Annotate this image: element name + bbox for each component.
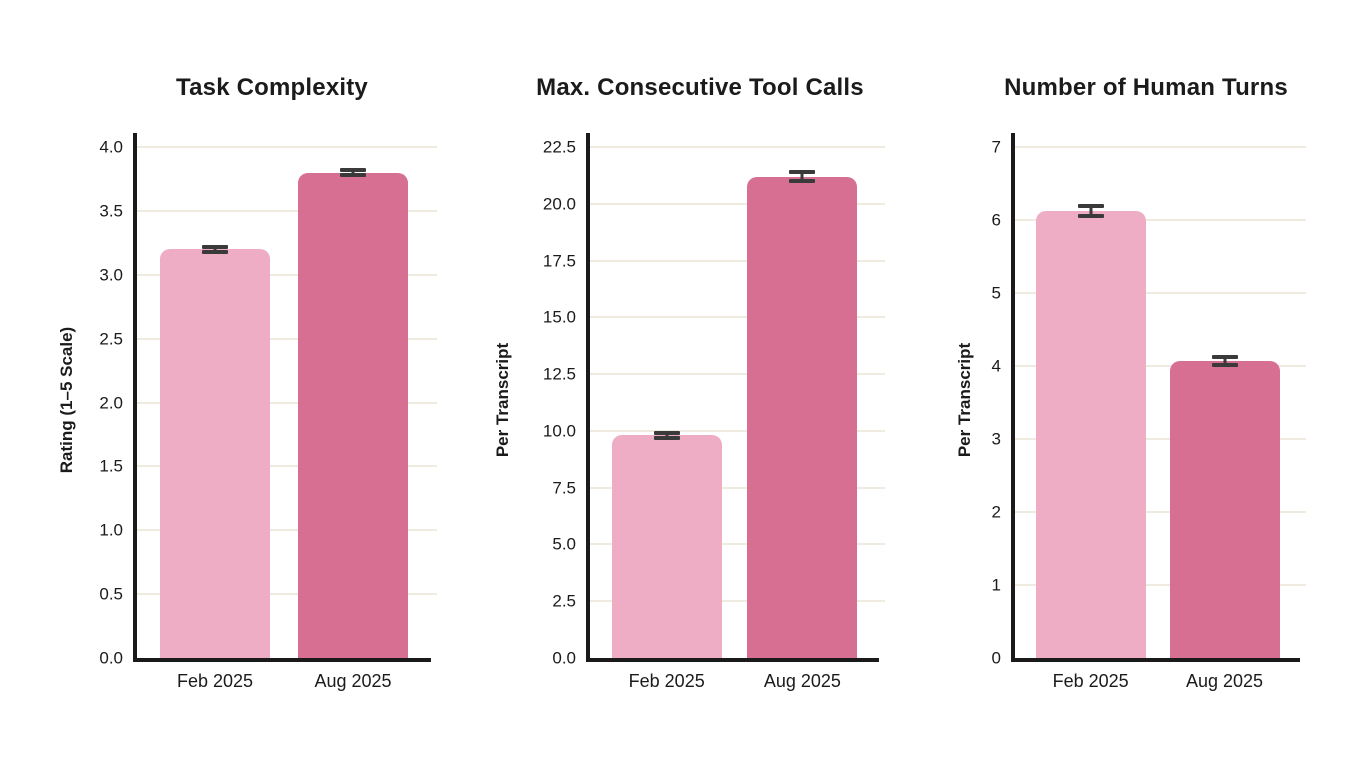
gridline	[1015, 365, 1306, 367]
error-bar-cap	[340, 167, 366, 172]
error-bar-cap	[202, 249, 228, 254]
y-axis-label-rating-scale: Rating (1–5 Scale)	[57, 326, 76, 474]
error-bar-cap	[1211, 354, 1238, 359]
error-bar-cap	[653, 435, 680, 440]
x-tick-label: Aug 2025	[314, 671, 392, 691]
y-tick-label: 6	[991, 210, 1001, 230]
gridline	[590, 429, 885, 432]
bar-aug-2025	[1169, 360, 1280, 658]
chart-title-number-of-human-turns: Number of Human Turns	[1004, 74, 1288, 101]
gridline	[1015, 219, 1306, 221]
y-tick-label: 3.0	[99, 265, 123, 285]
y-tick-label: 7	[991, 137, 1001, 157]
error-bar-cap	[340, 173, 366, 178]
y-tick-label: 2.5	[552, 591, 576, 611]
error-bar	[351, 169, 355, 176]
y-tick-label: 5.0	[552, 534, 576, 554]
gridline	[137, 593, 437, 596]
y-tick-label: 5	[991, 283, 1001, 303]
bar-feb-2025	[160, 249, 270, 658]
x-tick-label: Aug 2025	[1185, 671, 1264, 691]
gridline	[137, 209, 437, 212]
error-bar-cap	[202, 244, 228, 249]
y-tick-label: 2.0	[99, 393, 123, 412]
gridline	[137, 529, 437, 532]
gridline	[1015, 438, 1306, 440]
gridline	[1015, 511, 1306, 513]
y-tick-label: 0.0	[99, 648, 123, 668]
plot-area-number-of-human-turns: 0 1 2 3 4 5 6 7 Feb 2025 Aug 2025	[992, 133, 1306, 691]
gridline	[590, 259, 885, 262]
gridline	[137, 337, 437, 340]
y-tick-label: 1.0	[99, 520, 123, 540]
error-bar-cap	[1077, 204, 1104, 209]
x-tick-label: Feb 2025	[628, 671, 705, 691]
gridline	[590, 600, 885, 603]
plot-area-max-consecutive-tool-calls: 0.0 2.5 5.0 7.5 10.0 12.5 15.0 17.5 20.0 22.5 Feb …	[543, 133, 885, 691]
gridline	[590, 316, 885, 319]
y-tick-label: 0.5	[99, 584, 123, 604]
error-bar-cap	[1077, 214, 1104, 219]
gridline	[590, 202, 885, 205]
bar-feb-2025	[611, 435, 722, 658]
gridline	[1015, 292, 1306, 294]
bar-aug-2025	[298, 172, 408, 658]
error-bar	[1089, 206, 1093, 217]
x-axis-spine	[586, 658, 879, 662]
chart-title-task-complexity: Task Complexity	[176, 74, 368, 101]
gridline	[590, 486, 885, 489]
x-tick-label: Feb 2025	[1052, 671, 1129, 691]
y-tick-label: 4	[991, 356, 1001, 376]
gridline	[137, 401, 437, 404]
y-tick-label: 2.5	[99, 329, 123, 349]
y-tick-label: 2	[991, 502, 1001, 522]
gridline	[590, 543, 885, 546]
x-axis-spine	[1011, 658, 1300, 662]
y-tick-label: 22.5	[542, 137, 576, 157]
error-bar	[800, 171, 804, 182]
bar-feb-2025	[1035, 211, 1146, 658]
gridline	[1015, 584, 1306, 586]
y-tick-label: 1.5	[99, 456, 123, 476]
x-tick-label: Feb 2025	[176, 671, 254, 691]
error-bar-cap	[653, 431, 680, 436]
y-axis-spine	[586, 133, 590, 662]
error-bar	[1223, 356, 1227, 366]
y-tick-label: 15.0	[542, 307, 576, 327]
y-tick-label: 0.0	[552, 648, 576, 668]
error-bar	[665, 433, 669, 438]
gridline	[137, 146, 437, 148]
y-axis-spine	[1011, 133, 1015, 662]
bar-aug-2025	[747, 176, 858, 658]
x-tick-label: Aug 2025	[763, 671, 841, 691]
gridline	[137, 273, 437, 276]
error-bar-cap	[1211, 363, 1238, 368]
x-axis-spine	[133, 658, 431, 662]
error-bar-cap	[789, 169, 816, 174]
y-tick-label: 4.0	[99, 137, 123, 157]
y-axis-spine	[133, 133, 137, 662]
y-axis-label-per-transcript-1: Per Transcript	[493, 342, 512, 458]
y-tick-label: 17.5	[542, 251, 576, 271]
y-tick-label: 0	[991, 648, 1001, 668]
y-tick-label: 3.5	[99, 201, 123, 221]
chart-title-max-consecutive-tool-calls: Max. Consecutive Tool Calls	[536, 74, 864, 101]
y-tick-label: 12.5	[542, 364, 576, 384]
gridline	[590, 146, 885, 148]
y-tick-label: 20.0	[542, 194, 576, 214]
y-tick-label: 10.0	[542, 421, 576, 441]
y-axis-label-per-transcript-2: Per Transcript	[955, 342, 974, 458]
y-tick-label: 3	[991, 429, 1001, 449]
error-bar-cap	[789, 179, 816, 184]
gridline	[590, 373, 885, 376]
y-tick-label: 7.5	[552, 478, 576, 498]
error-bar	[213, 246, 217, 252]
plot-area-task-complexity: 0.0 0.5 1.0 1.5 2.0 2.5 3.0 3.5 4.0 Feb 2025 Aug 2…	[99, 133, 437, 691]
gridline	[137, 465, 437, 468]
y-tick-label: 1	[991, 575, 1001, 595]
gridline	[1015, 146, 1306, 148]
